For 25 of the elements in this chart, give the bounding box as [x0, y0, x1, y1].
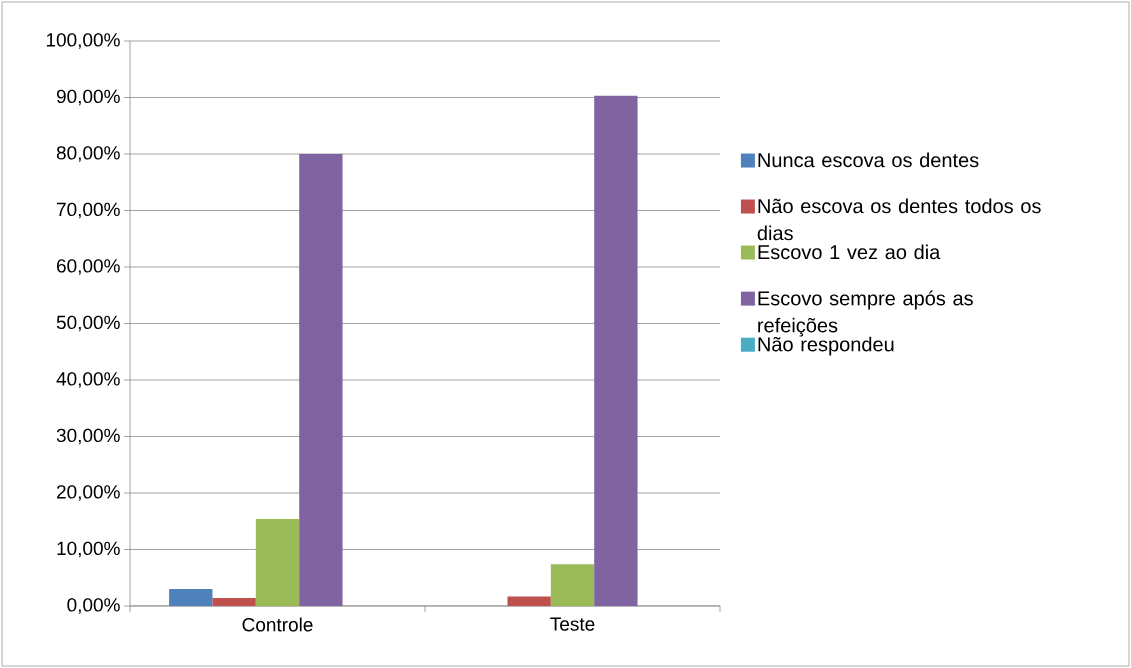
- y-tick-label: 10,00%: [57, 541, 120, 558]
- bar: [550, 564, 595, 606]
- x-tick-label: Controle: [242, 617, 313, 632]
- y-tick-label: 30,00%: [56, 428, 120, 445]
- bar: [507, 596, 551, 606]
- bar: [299, 153, 343, 606]
- bar: [255, 518, 300, 606]
- y-tick-label: 20,00%: [56, 485, 120, 501]
- y-tick-label: 100,00%: [46, 33, 120, 49]
- bar: [169, 589, 213, 606]
- legend-label: Não escova os dentes todos os dias: [757, 198, 1041, 241]
- bar: [594, 95, 638, 606]
- legend-label: Nunca escova os dentes: [758, 152, 979, 168]
- y-tick-label: 50,00%: [56, 315, 120, 332]
- x-tick-label: Teste: [550, 617, 595, 631]
- legend-label: Escovo 1 vez ao dia: [758, 244, 941, 260]
- y-tick-label: 90,00%: [56, 89, 120, 106]
- y-tick-label: 80,00%: [56, 146, 120, 162]
- bar: [212, 598, 256, 606]
- legend-label: Não respondeu: [758, 336, 894, 356]
- y-tick-label: 60,00%: [56, 259, 120, 275]
- y-tick-label: 0,00%: [67, 598, 120, 614]
- y-tick-label: 70,00%: [57, 202, 120, 219]
- legend-label: Escovo sempre após as refeições: [758, 290, 973, 337]
- y-tick-label: 40,00%: [56, 372, 120, 388]
